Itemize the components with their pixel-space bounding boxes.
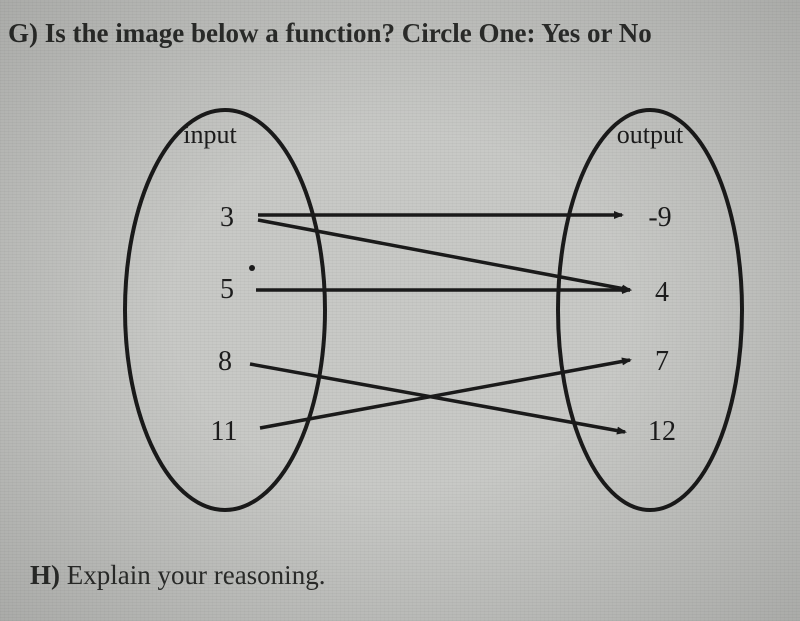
mapping-arrow-1 <box>258 220 630 290</box>
output-label: output <box>617 120 683 150</box>
input-value-2: 8 <box>218 346 232 378</box>
output-value-1: 4 <box>655 277 669 309</box>
mapping-diagram <box>0 0 800 621</box>
input-ellipse <box>125 110 325 510</box>
input-value-3: 11 <box>211 416 238 448</box>
output-ellipse <box>558 110 742 510</box>
output-value-3: 12 <box>648 416 676 448</box>
input-label: input <box>183 120 236 150</box>
diagram-content <box>125 110 742 510</box>
question-h: H) Explain your reasoning. <box>30 560 325 591</box>
output-value-2: 7 <box>655 346 669 378</box>
question-h-label: H) <box>30 560 60 590</box>
stray-dot <box>249 265 255 271</box>
input-value-0: 3 <box>220 202 234 234</box>
question-h-text: Explain your reasoning. <box>67 560 326 590</box>
input-value-1: 5 <box>220 274 234 306</box>
output-value-0: -9 <box>648 202 671 234</box>
